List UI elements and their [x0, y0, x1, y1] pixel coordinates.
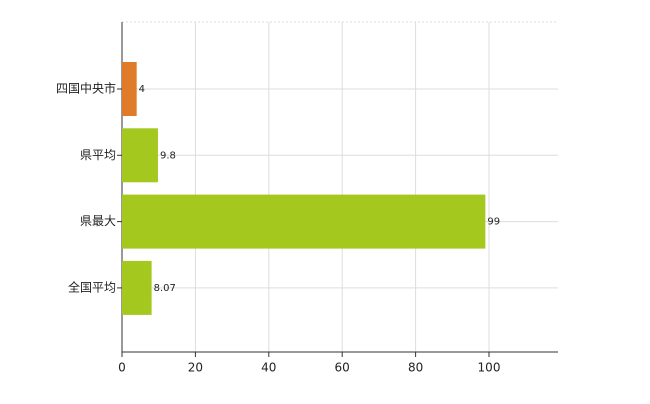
- bar: [122, 194, 486, 249]
- y-tick-label: 県平均: [80, 148, 116, 162]
- bar: [122, 260, 152, 315]
- bar: [122, 128, 158, 183]
- value-label: 4: [139, 84, 145, 95]
- y-tick-label: 全国平均: [68, 279, 116, 294]
- bar: [122, 62, 137, 116]
- x-tick-label: 80: [408, 361, 423, 375]
- y-tick-label: 県最大: [80, 214, 116, 228]
- value-label: 99: [487, 217, 500, 228]
- value-label: 8.07: [154, 283, 176, 294]
- value-label: 9.8: [160, 150, 176, 161]
- x-tick-label: 40: [261, 361, 276, 375]
- x-tick-label: 60: [335, 361, 350, 375]
- x-tick-label: 20: [188, 361, 203, 375]
- y-tick-label: 四国中央市: [56, 81, 116, 96]
- x-tick-label: 0: [118, 361, 126, 375]
- x-tick-label: 100: [478, 361, 501, 375]
